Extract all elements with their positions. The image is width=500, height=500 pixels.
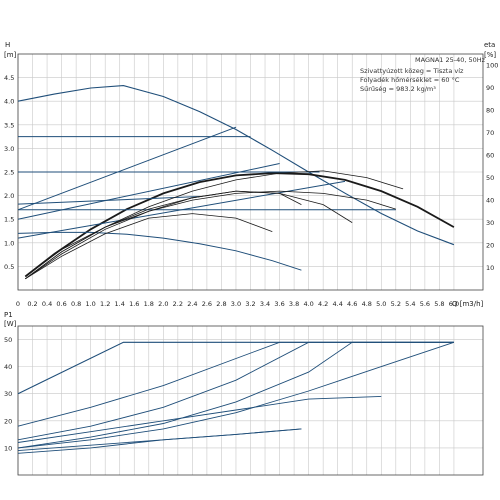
x-tick-label: 0.4 (42, 300, 52, 308)
x-tick-label: 4.6 (347, 300, 357, 308)
eta-axis-label: eta (484, 41, 495, 49)
x-tick-label: 3.2 (245, 300, 255, 308)
x-tick-label: 4.8 (362, 300, 372, 308)
flow-axis-label: Q [m3/h] (452, 300, 484, 308)
head-tick-label: 2.0 (4, 192, 14, 200)
power-curve (17, 341, 454, 441)
x-tick-label: 1.2 (100, 300, 110, 308)
x-tick-label: 5.4 (405, 300, 415, 308)
efficiency-curve (25, 170, 404, 280)
power-panel-series (17, 341, 455, 454)
info-line-medium: Szivattyúzott közeg = Tiszta víz (360, 67, 464, 75)
x-tick-label: 0.8 (71, 300, 81, 308)
x-tick-label: 1.8 (144, 300, 154, 308)
x-tick-label: 1.4 (115, 300, 125, 308)
x-tick-label: 2.0 (158, 300, 168, 308)
eta-tick-label: 70 (486, 129, 494, 137)
info-box: MAGNA1 25-40, 50Hz Szivattyúzott közeg =… (360, 56, 486, 93)
x-tick-label: 5.6 (420, 300, 430, 308)
info-title: MAGNA1 25-40, 50Hz (415, 56, 486, 64)
power-curve (17, 428, 302, 452)
x-tick-label: 0 (16, 300, 20, 308)
x-tick-label: 4.4 (333, 300, 343, 308)
head-tick-label: 3.0 (4, 145, 14, 153)
power-tick-label: 20 (4, 417, 12, 425)
efficiency-max-curve (24, 172, 455, 278)
power-tick-label: 50 (4, 336, 12, 344)
power-axis-unit: [W] (4, 320, 17, 328)
x-tick-label: 1.6 (129, 300, 139, 308)
efficiency-curve (25, 190, 302, 280)
info-line-temperature: Folyadék hőmérséklet = 60 °C (360, 75, 460, 84)
x-tick-label: 0.6 (56, 300, 66, 308)
power-panel-frame (17, 325, 484, 476)
x-tick-label: 3.8 (289, 300, 299, 308)
head-max-curve (17, 85, 455, 246)
control-line (17, 126, 237, 211)
x-tick-label: 2.6 (202, 300, 212, 308)
head-axis-unit: [m] (4, 51, 17, 59)
x-tick-label: 4.2 (318, 300, 328, 308)
x-tick-label: 0.2 (27, 300, 37, 308)
power-curve (17, 341, 454, 449)
head-panel-series (17, 85, 455, 280)
x-tick-label: 5.8 (434, 300, 444, 308)
axis-ticks: 0 0.2 0.4 0.6 0.8 1.0 1.2 1.4 1.6 1.8 2.0 2.2 2.4 2.6… (4, 62, 498, 453)
eta-tick-label: 60 (486, 152, 494, 160)
head-curve (17, 231, 302, 271)
info-line-density: Sűrűség = 983.2 kg/m³ (360, 84, 436, 93)
eta-axis-unit: [%] (484, 51, 496, 59)
efficiency-curve (25, 190, 353, 280)
power-axis-label: P1 (4, 311, 13, 319)
power-tick-label: 10 (4, 444, 12, 452)
control-line (17, 163, 280, 220)
power-panel-grid (17, 326, 483, 475)
eta-tick-label: 80 (486, 107, 494, 115)
power-tick-label: 40 (4, 363, 12, 371)
eta-tick-label: 100 (486, 62, 498, 70)
x-tick-label: 1.0 (85, 300, 95, 308)
x-tick-label: 2.2 (173, 300, 183, 308)
eta-tick-label: 20 (486, 242, 494, 250)
head-axis-label: H (5, 41, 10, 49)
x-tick-label: 5.2 (391, 300, 401, 308)
x-tick-label: 5.0 (376, 300, 386, 308)
power-curve (17, 341, 455, 449)
power-tick-label: 30 (4, 390, 12, 398)
eta-tick-label: 10 (486, 264, 494, 272)
efficiency-curve (25, 213, 273, 280)
eta-tick-label: 50 (486, 174, 494, 182)
x-tick-label: 6.0 (449, 300, 459, 308)
head-tick-label: 1.5 (4, 216, 14, 224)
power-curve (17, 395, 382, 443)
x-tick-label: 2.4 (187, 300, 197, 308)
x-tick-label: 3.6 (274, 300, 284, 308)
control-line (17, 196, 200, 205)
eta-tick-label: 30 (486, 219, 494, 227)
eta-tick-label: 40 (486, 197, 494, 205)
head-tick-label: 1.0 (4, 239, 14, 247)
head-tick-label: 3.5 (4, 121, 14, 129)
head-tick-label: 2.5 (4, 169, 14, 177)
head-tick-label: 4.5 (4, 74, 14, 82)
x-tick-label: 3.0 (231, 300, 241, 308)
control-line (17, 180, 346, 239)
x-tick-label: 4.0 (303, 300, 313, 308)
efficiency-curve (25, 190, 396, 277)
head-tick-label: 0.5 (4, 263, 14, 271)
x-tick-label: 3.4 (260, 300, 270, 308)
head-tick-label: 4.0 (4, 98, 14, 106)
x-tick-label: 2.8 (216, 300, 226, 308)
eta-tick-label: 90 (486, 84, 494, 92)
